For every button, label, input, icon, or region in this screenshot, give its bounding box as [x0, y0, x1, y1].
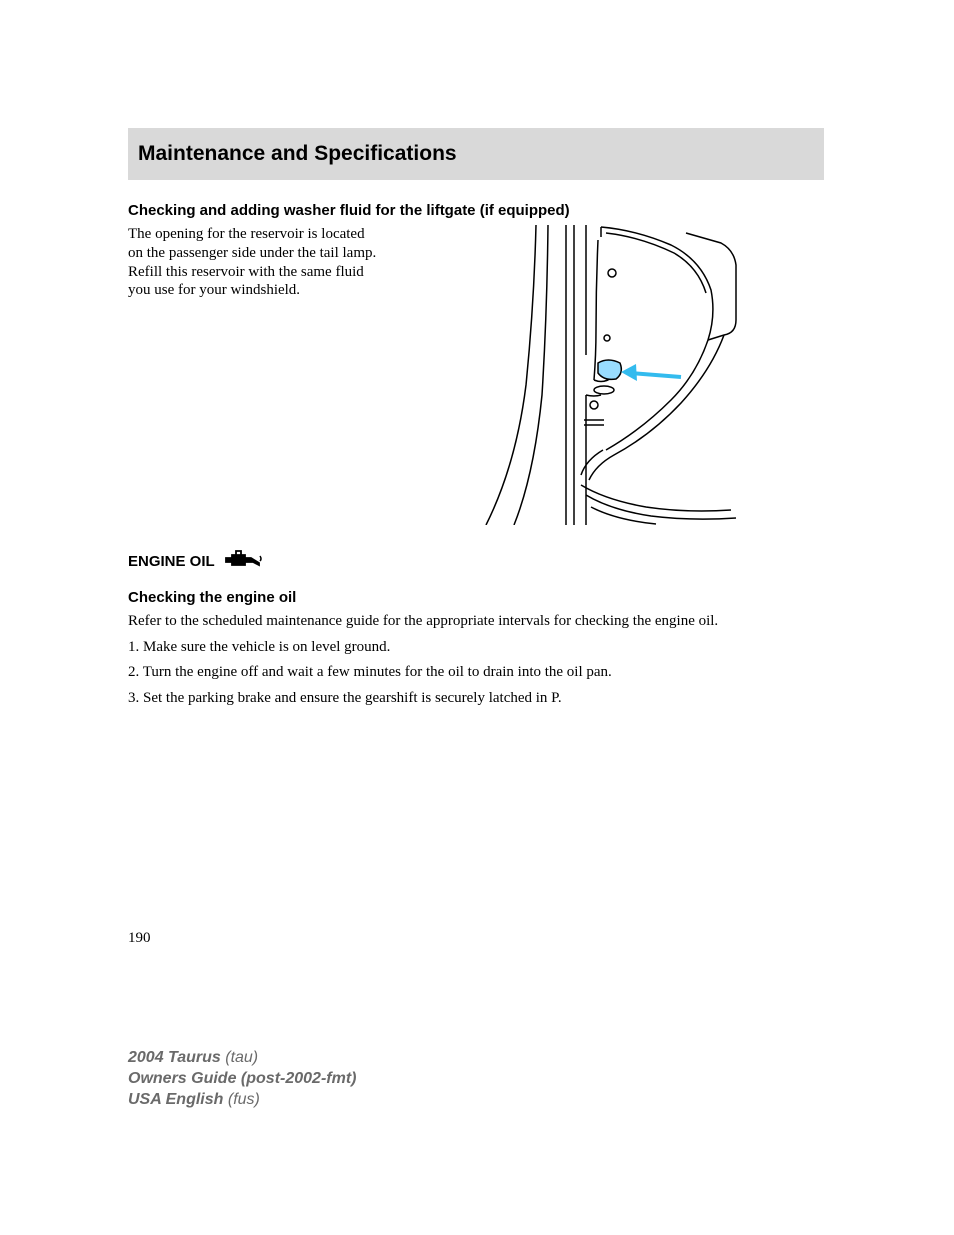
header-bar: Maintenance and Specifications: [128, 128, 824, 180]
footer-line-2: Owners Guide (post-2002-fmt): [128, 1069, 356, 1090]
section-1-body: The opening for the reservoir is located…: [128, 225, 383, 300]
footer: 2004 Taurus (tau) Owners Guide (post-200…: [128, 1048, 356, 1110]
step-1: 1. Make sure the vehicle is on level gro…: [128, 638, 824, 658]
diagram-column: [398, 225, 824, 525]
content-row: The opening for the reservoir is located…: [128, 225, 824, 525]
footer-line-1: 2004 Taurus (tau): [128, 1048, 356, 1069]
liftgate-diagram: [476, 225, 746, 525]
text-column: The opening for the reservoir is located…: [128, 225, 383, 525]
page-title: Maintenance and Specifications: [138, 142, 814, 166]
section-1-heading: Checking and adding washer fluid for the…: [128, 202, 824, 219]
footer-code-1: (tau): [225, 1049, 258, 1066]
footer-model: 2004 Taurus: [128, 1049, 225, 1066]
footer-lang: USA English: [128, 1091, 228, 1108]
footer-code-2: (fus): [228, 1091, 260, 1108]
section-2-intro: Refer to the scheduled maintenance guide…: [128, 612, 824, 632]
page-number: 190: [128, 930, 151, 947]
engine-oil-label: ENGINE OIL: [128, 553, 215, 570]
section-2-heading: ENGINE OIL: [128, 549, 824, 573]
page-container: Maintenance and Specifications Checking …: [0, 0, 954, 1235]
section-2-subheading: Checking the engine oil: [128, 589, 824, 606]
step-2: 2. Turn the engine off and wait a few mi…: [128, 663, 824, 683]
step-3: 3. Set the parking brake and ensure the …: [128, 689, 824, 709]
footer-line-3: USA English (fus): [128, 1090, 356, 1111]
oil-can-icon: [223, 549, 263, 573]
arrow-icon: [621, 364, 681, 381]
